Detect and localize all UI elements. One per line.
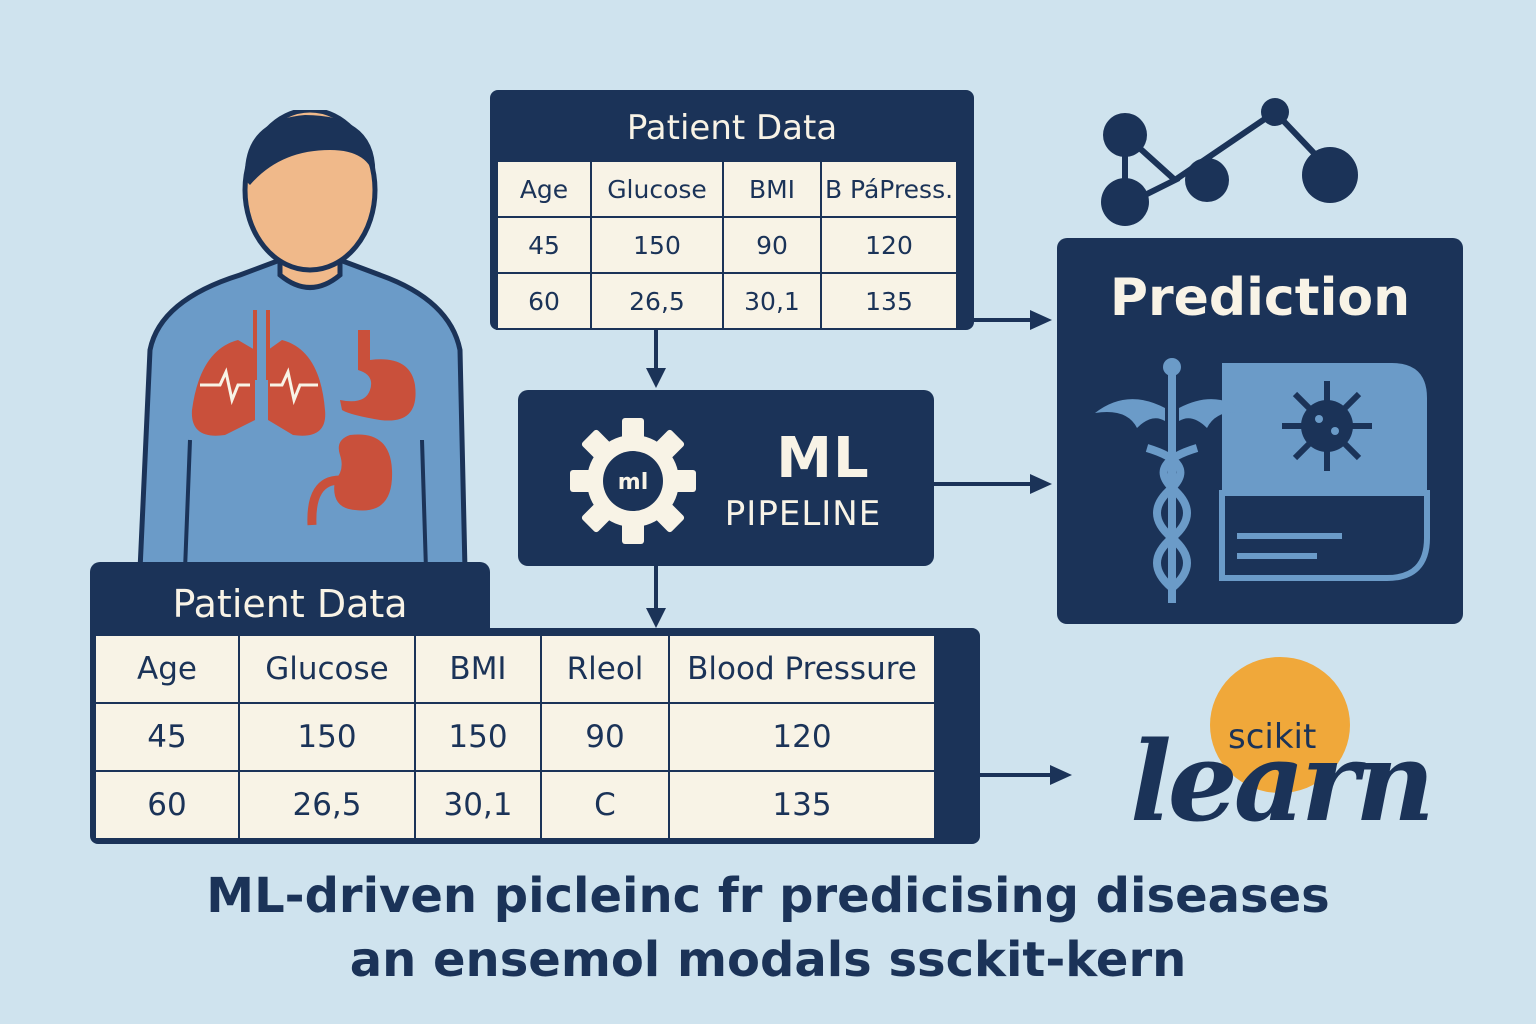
gear-icon: ml bbox=[570, 418, 696, 544]
caduceus-icon bbox=[1145, 365, 1199, 603]
table-row: Age Glucose BMI B PáPress. bbox=[496, 160, 958, 218]
arrow-icon bbox=[1030, 474, 1052, 494]
table-cell: 90 bbox=[722, 216, 822, 274]
caption-line-1: ML-driven picleinc fr predicising diseas… bbox=[206, 868, 1330, 924]
header-cell: BMI bbox=[722, 160, 822, 218]
header-cell: Rleol bbox=[540, 634, 670, 704]
arrow-icon bbox=[1050, 765, 1072, 785]
table-cell: 135 bbox=[668, 770, 936, 840]
header-cell: Glucose bbox=[238, 634, 416, 704]
arrow-icon bbox=[1030, 310, 1052, 330]
ml-subtitle: PIPELINE bbox=[724, 494, 882, 534]
table-cell: 45 bbox=[496, 216, 592, 274]
arrow-icon bbox=[646, 608, 666, 628]
table-cell: 60 bbox=[94, 770, 240, 840]
table-cell: 135 bbox=[820, 272, 958, 330]
header-cell: BMI bbox=[414, 634, 542, 704]
sklearn-big-text: learn bbox=[1130, 717, 1435, 846]
prediction-box: Prediction bbox=[1057, 238, 1463, 624]
header-cell: Glucose bbox=[590, 160, 724, 218]
arrow-icon bbox=[646, 368, 666, 388]
prediction-illustration bbox=[1095, 358, 1430, 603]
table-row: 60 26,5 30,1 135 bbox=[496, 272, 958, 330]
prediction-title: Prediction bbox=[1109, 268, 1411, 328]
kidney bbox=[334, 434, 393, 511]
table-cell: 150 bbox=[590, 216, 724, 274]
bottom-table-title: Patient Data bbox=[172, 582, 408, 626]
table-cell: 30,1 bbox=[414, 770, 542, 840]
top-patient-table: Patient Data Age Glucose BMI B PáPress. … bbox=[490, 90, 974, 330]
table-row: 45 150 150 90 120 bbox=[94, 702, 936, 772]
table-cell: 120 bbox=[820, 216, 958, 274]
header-cell: Age bbox=[94, 634, 240, 704]
table-row: 60 26,5 30,1 C 135 bbox=[94, 770, 936, 840]
sklearn-logo: scikit learn bbox=[1130, 655, 1435, 846]
stomach bbox=[340, 330, 416, 421]
header-cell: Blood Pressure bbox=[668, 634, 936, 704]
table-cell: 90 bbox=[540, 702, 670, 772]
bottom-patient-table: Age Glucose BMI Rleol Blood Pressure 45 … bbox=[90, 628, 980, 844]
ml-title: ML bbox=[776, 426, 870, 491]
gear-label: ml bbox=[618, 470, 648, 495]
person-illustration bbox=[137, 110, 468, 570]
ml-pipeline-box: ml ML PIPELINE bbox=[518, 390, 934, 566]
table-cell: 26,5 bbox=[590, 272, 724, 330]
table-cell: 30,1 bbox=[722, 272, 822, 330]
sklearn-small-text: scikit bbox=[1228, 717, 1317, 757]
network-icon bbox=[1101, 98, 1358, 226]
table-cell: 150 bbox=[238, 702, 416, 772]
table-cell: 60 bbox=[496, 272, 592, 330]
table-row: 45 150 90 120 bbox=[496, 216, 958, 274]
table-cell: 120 bbox=[668, 702, 936, 772]
table-cell: 150 bbox=[414, 702, 542, 772]
caption-line-2: an ensemol modals ssckit-kern bbox=[349, 932, 1187, 988]
table-cell: C bbox=[540, 770, 670, 840]
left-lung bbox=[191, 340, 255, 436]
right-lung bbox=[268, 340, 326, 436]
table-cell: 45 bbox=[94, 702, 240, 772]
header-cell: B PáPress. bbox=[820, 160, 958, 218]
top-table-title: Patient Data bbox=[626, 108, 838, 148]
header-cell: Age bbox=[496, 160, 592, 218]
sklearn-blob bbox=[1210, 657, 1350, 793]
table-cell: 26,5 bbox=[238, 770, 416, 840]
table-row: Age Glucose BMI Rleol Blood Pressure bbox=[94, 634, 936, 704]
